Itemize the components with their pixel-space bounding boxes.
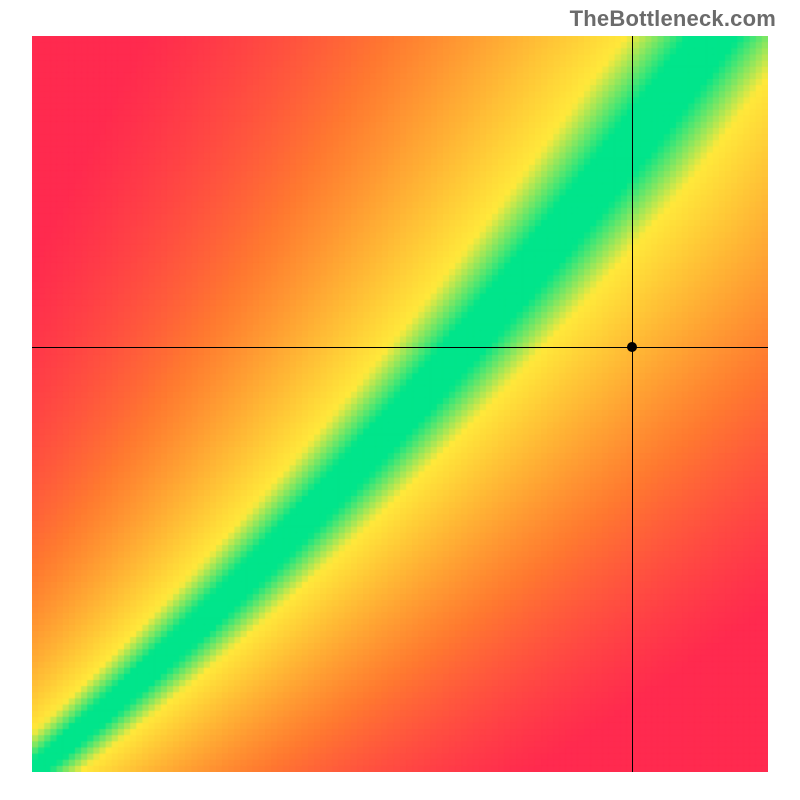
bottleneck-heatmap <box>32 36 768 772</box>
watermark-text: TheBottleneck.com <box>570 6 776 32</box>
heatmap-canvas <box>32 36 768 772</box>
